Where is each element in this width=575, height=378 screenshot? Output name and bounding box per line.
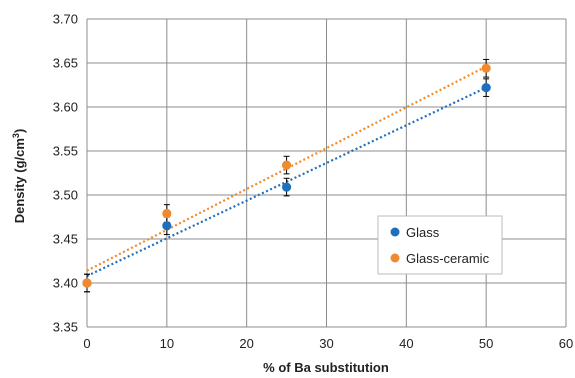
y-tick-label: 3.50 [53,188,78,203]
legend-box [377,215,503,275]
y-tick-label: 3.70 [53,12,78,27]
data-point-glass-ceramic [481,63,491,73]
data-point-glass [281,182,292,192]
y-tick-label: 3.55 [53,144,78,159]
y-tick-label: 3.40 [53,276,78,291]
data-point-glass-ceramic [82,278,92,288]
legend-marker-glass-ceramic [390,253,400,263]
y-tick-labels: 3.35 3.40 3.45 3.50 3.55 3.60 3.65 3.70 [53,12,78,335]
y-tick-label: 3.60 [53,100,78,115]
legend-label-glass-ceramic: Glass-ceramic [406,251,490,266]
data-point-glass-ceramic [162,208,172,219]
trendline-glass-ceramic [86,65,487,272]
x-tick-label: 50 [479,336,493,351]
y-axis-title-sup: 3 [11,133,21,138]
legend-label-glass: Glass [406,225,440,240]
x-tick-label: 60 [559,336,573,351]
x-tick-label: 40 [399,336,413,351]
x-tick-label: 0 [83,336,90,351]
y-axis-title-end: ) [12,129,27,133]
x-tick-label: 30 [319,336,333,351]
data-point-glass [162,221,172,231]
data-point-glass [481,83,491,93]
x-tick-labels: 0 10 20 30 40 50 60 [83,336,573,351]
x-tick-label: 10 [160,336,174,351]
x-axis-title: % of Ba substitution [263,360,389,375]
y-axis-title-main: Density (g/cm [12,138,27,223]
y-axis-title: Density (g/cm3) [11,129,27,224]
x-tick-label: 20 [239,336,253,351]
legend-marker-glass [390,227,400,237]
grid [86,18,567,328]
data-point-glass-ceramic [281,160,292,170]
y-tick-label: 3.45 [53,232,78,247]
y-tick-label: 3.65 [53,56,78,71]
data-points [82,63,491,288]
y-tick-label: 3.35 [53,320,78,335]
legend: Glass Glass-ceramic [377,215,503,275]
